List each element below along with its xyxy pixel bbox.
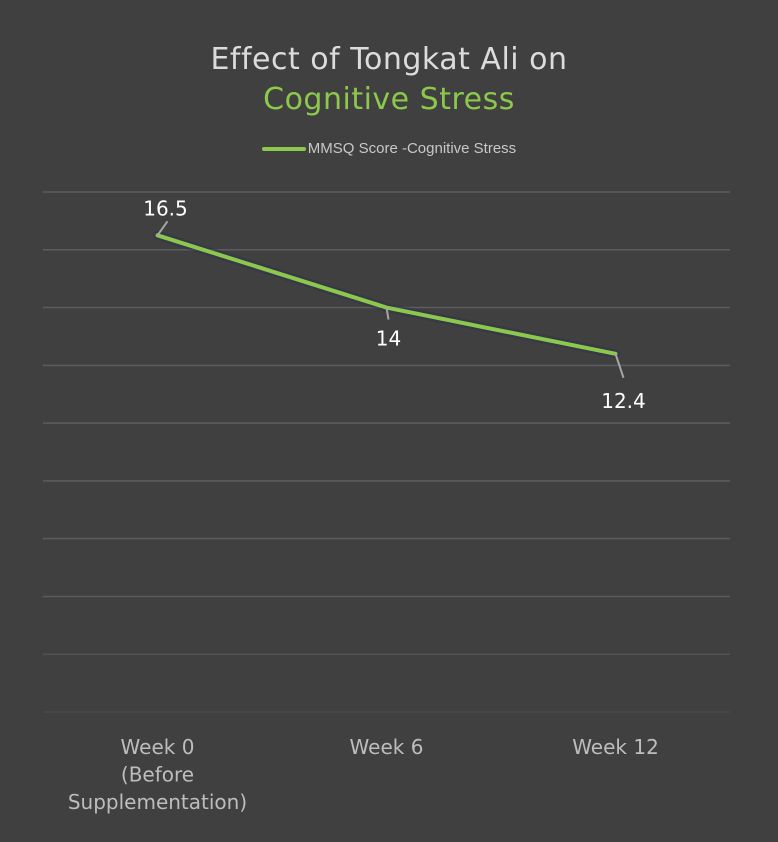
x-tick-label: Week 6 [350, 735, 424, 759]
chart-title-line2: Cognitive Stress [263, 82, 515, 117]
x-tick-label: Week 0 (Before Supplementation) [68, 735, 247, 814]
x-tick-label-line: (Before [121, 763, 194, 787]
chart-title: Effect of Tongkat Ali on Cognitive Stres… [0, 40, 778, 120]
data-label-leader [614, 353, 625, 379]
legend-label: MMSQ Score -Cognitive Stress [307, 140, 517, 157]
legend-swatch [261, 146, 306, 151]
legend: MMSQ Score -Cognitive Stress [0, 140, 778, 157]
x-tick-label-line: Supplementation) [68, 790, 247, 814]
x-tick-label: Week 12 [572, 735, 659, 759]
x-axis-labels: Week 0 (Before Supplementation) Week 6 Week … [68, 735, 659, 814]
data-label-leader [156, 220, 169, 236]
data-label-leader [385, 307, 390, 320]
data-label: 12.4 [601, 389, 646, 413]
data-labels: 16.5 14 12.4 [143, 196, 646, 412]
data-label: 16.5 [143, 196, 188, 220]
chart-title-line1: Effect of Tongkat Ali on [210, 42, 568, 77]
data-label: 14 [376, 327, 401, 351]
x-tick-label-line: Week 0 [121, 735, 195, 759]
gridlines [42, 191, 731, 713]
x-tick-label-line: Week 12 [572, 735, 659, 759]
x-tick-label-line: Week 6 [350, 735, 424, 759]
